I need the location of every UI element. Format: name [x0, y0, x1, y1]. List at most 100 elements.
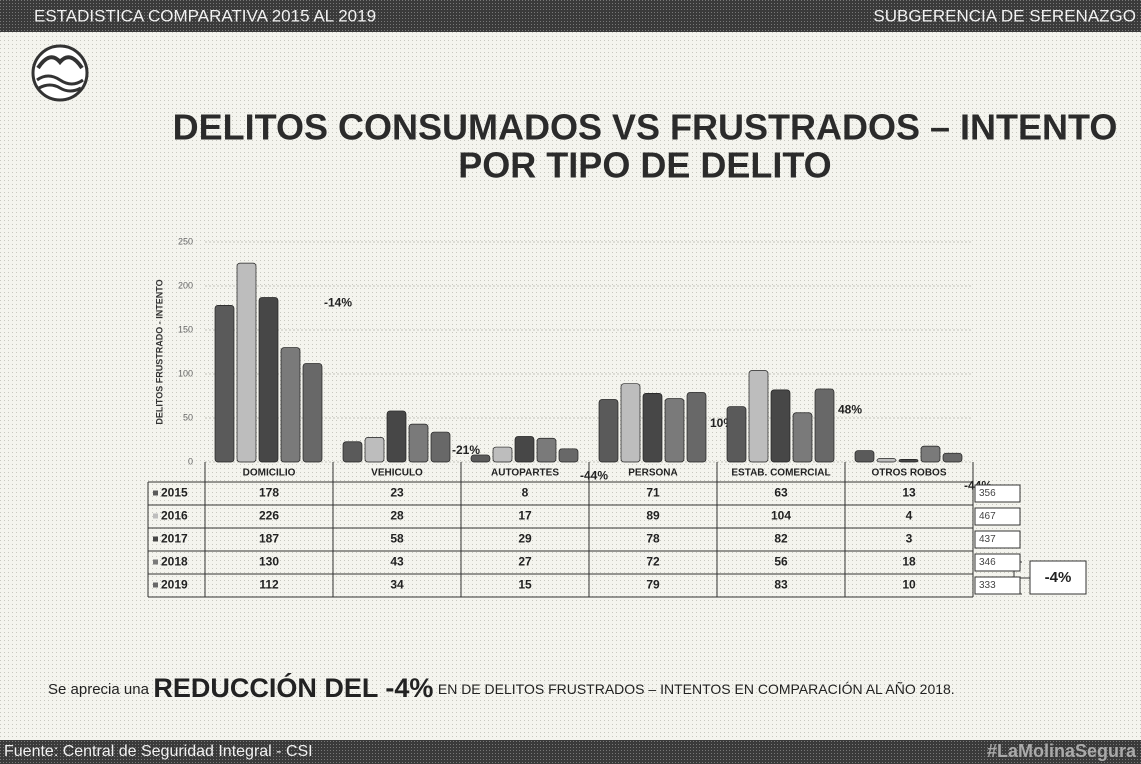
legend-label: 2017 — [161, 532, 188, 546]
bar — [536, 437, 557, 463]
table-cell: 18 — [902, 555, 916, 569]
change-label: -21% — [452, 443, 480, 457]
table-cell: 43 — [390, 555, 404, 569]
table-cell: 56 — [774, 555, 788, 569]
header-bar — [0, 0, 1141, 32]
bar — [558, 448, 579, 463]
table-cell: 28 — [390, 509, 404, 523]
bar — [492, 446, 513, 463]
table-cell: 27 — [518, 555, 532, 569]
x-tick-label: DOMICILIO — [243, 468, 296, 479]
bar — [664, 398, 685, 463]
bar — [280, 347, 301, 463]
table-cell: 226 — [259, 509, 279, 523]
footer-tag: #LaMolinaSegura — [987, 741, 1137, 761]
table-cell: 71 — [646, 486, 660, 500]
total-value: 346 — [979, 557, 996, 568]
legend-label: 2019 — [161, 578, 188, 592]
table-cell: 112 — [259, 578, 279, 592]
bar — [598, 399, 619, 463]
table-cell: 4 — [906, 509, 913, 523]
header-left: ESTADISTICA COMPARATIVA 2015 AL 2019 — [34, 6, 376, 25]
total-box — [974, 484, 1021, 503]
summary-highlight: REDUCCIÓN DEL -4% — [153, 672, 433, 703]
summary: Se aprecia una REDUCCIÓN DEL -4% EN DE D… — [48, 672, 955, 703]
x-tick-label: OTROS ROBOS — [871, 468, 946, 479]
bar — [302, 363, 323, 463]
table-cell: 15 — [518, 578, 532, 592]
table-cell: 72 — [646, 555, 660, 569]
total-value: 333 — [979, 580, 996, 591]
summary-rest: EN DE DELITOS FRUSTRADOS – INTENTOS EN C… — [438, 681, 955, 697]
bar — [408, 423, 429, 463]
table-cell: 17 — [518, 509, 532, 523]
header-right: SUBGERENCIA DE SERENAZGO — [873, 6, 1136, 25]
bar — [876, 458, 897, 463]
bar — [898, 459, 919, 463]
bar — [814, 388, 835, 463]
bar — [942, 452, 963, 463]
total-change: -4% — [1045, 569, 1072, 586]
footer-bar — [0, 740, 1141, 764]
bar — [342, 441, 363, 463]
bar — [686, 392, 707, 463]
footer-source: Fuente: Central de Seguridad Integral - … — [4, 743, 313, 760]
change-label: -44% — [580, 469, 608, 483]
table-cell: 63 — [774, 486, 788, 500]
table-cell: 3 — [906, 532, 913, 546]
legend-swatch — [153, 513, 158, 519]
legend-swatch — [153, 582, 158, 588]
bar — [770, 389, 791, 463]
x-tick-label: PERSONA — [628, 468, 677, 479]
table-cell: 187 — [259, 532, 279, 546]
legend-swatch — [153, 559, 158, 565]
table-cell: 23 — [390, 486, 404, 500]
table-cell: 13 — [902, 486, 916, 500]
table-cell: 104 — [771, 509, 791, 523]
table-cell: 89 — [646, 509, 660, 523]
table-cell: 8 — [522, 486, 529, 500]
bar — [258, 297, 279, 463]
y-tick-label: 200 — [178, 280, 193, 290]
x-tick-label: AUTOPARTES — [491, 468, 559, 479]
table-cell: 34 — [390, 578, 404, 592]
y-axis-label: DELITOS FRUSTRADO - INTENTO — [154, 279, 164, 424]
total-value: 467 — [979, 511, 996, 522]
legend-swatch — [153, 536, 158, 542]
y-tick-label: 50 — [183, 412, 193, 422]
chart-title: DELITOS CONSUMADOS VS FRUSTRADOS – INTEN… — [173, 107, 1118, 148]
table-cell: 83 — [774, 578, 788, 592]
table-cell: 178 — [259, 486, 279, 500]
y-tick-label: 250 — [178, 236, 193, 246]
bar — [854, 450, 875, 463]
bar — [430, 431, 451, 463]
bar — [386, 410, 407, 463]
table-cell: 79 — [646, 578, 660, 592]
total-box — [974, 507, 1021, 526]
y-tick-label: 100 — [178, 368, 193, 378]
total-change-box — [1029, 560, 1087, 595]
legend-label: 2018 — [161, 555, 188, 569]
total-box — [974, 553, 1021, 572]
bar — [364, 437, 385, 463]
legend-swatch — [153, 490, 158, 496]
bar — [642, 393, 663, 463]
table-cell: 130 — [259, 555, 279, 569]
total-value: 437 — [979, 534, 996, 545]
x-tick-label: VEHICULO — [371, 468, 423, 479]
legend-label: 2016 — [161, 509, 188, 523]
change-label: -14% — [324, 295, 352, 309]
table-cell: 29 — [518, 532, 532, 546]
bar — [920, 445, 941, 463]
bar — [620, 383, 641, 463]
bar — [792, 412, 813, 463]
x-tick-label: ESTAB. COMERCIAL — [731, 468, 830, 479]
bar — [726, 406, 747, 463]
total-value: 356 — [979, 488, 996, 499]
total-box — [974, 530, 1021, 549]
bar — [470, 454, 491, 463]
bar — [236, 262, 257, 463]
